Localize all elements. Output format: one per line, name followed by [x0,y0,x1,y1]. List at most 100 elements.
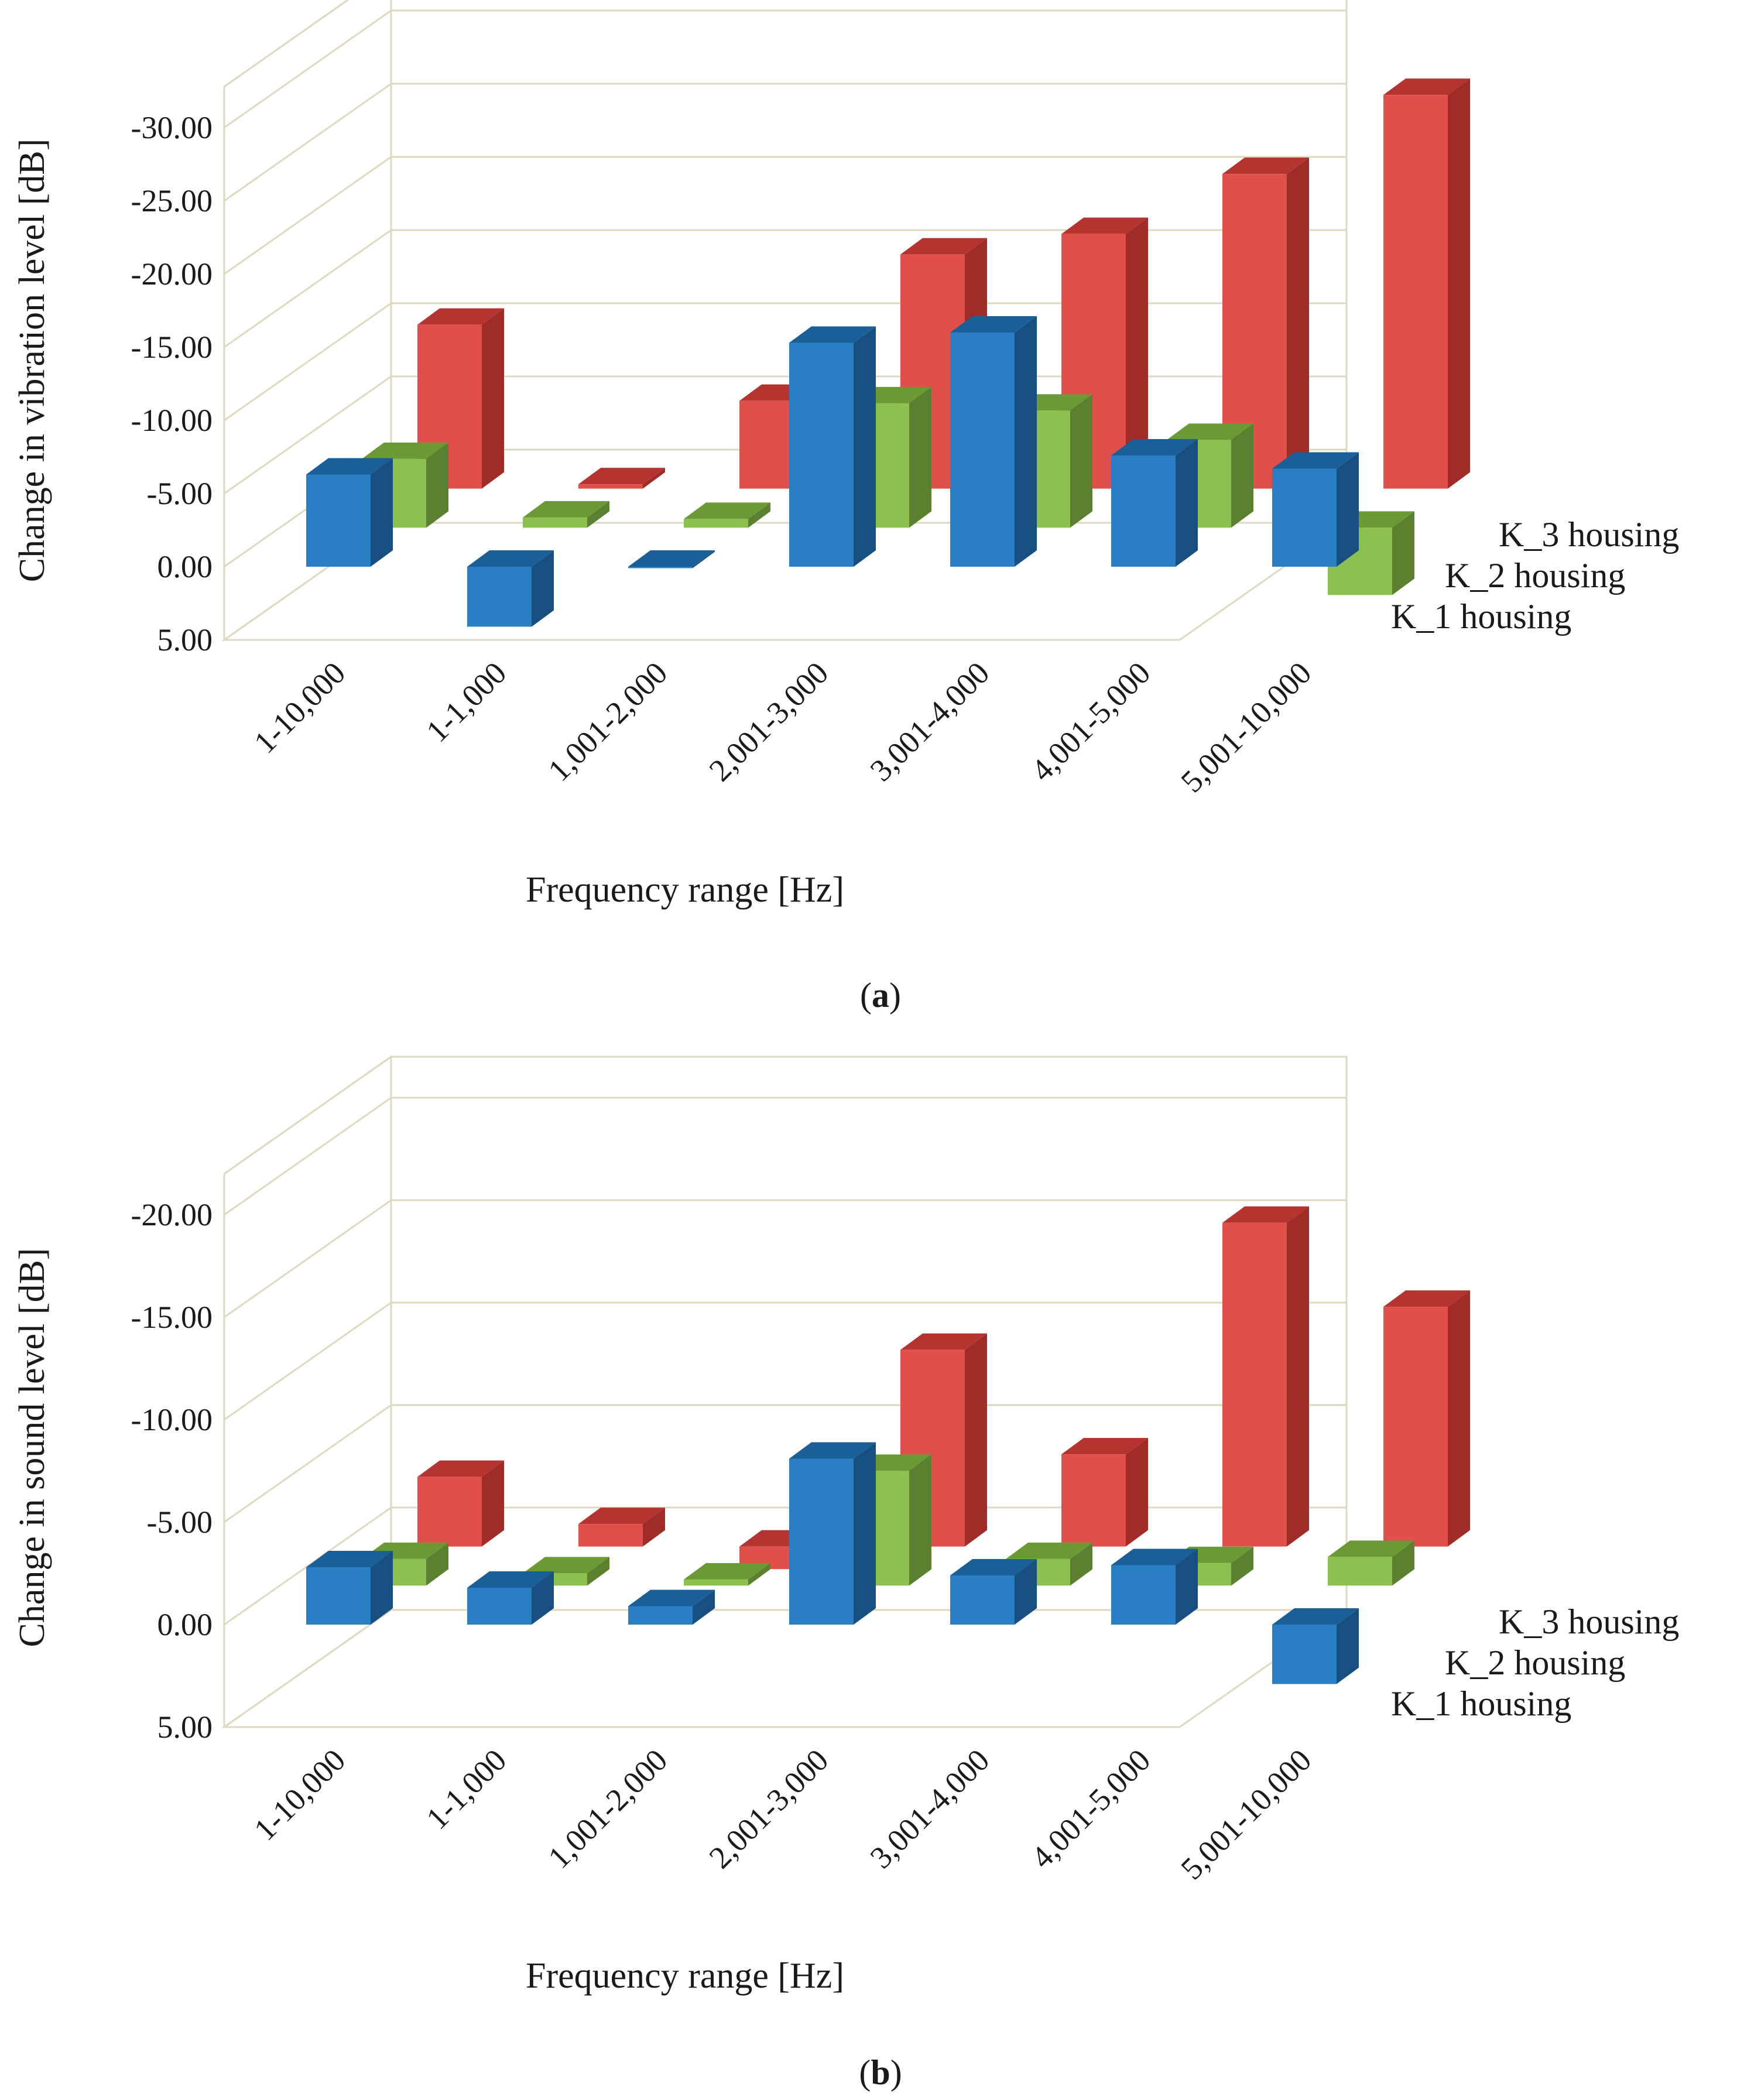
bar-side [1176,439,1198,567]
x-tick-labels: 1-10,000 1-1,000 1,001-2,000 2,001-3,000 3,0… [247,655,1318,799]
bar-side [643,468,665,489]
bar-side [965,1333,987,1547]
x-tick-label: 1-10,000 [247,655,352,760]
bar-top [306,458,393,475]
bar-front [684,519,748,528]
bar-k-3-housing-4-001-5-000 [1222,1206,1309,1547]
bar-k-3-housing-5-001-10-000 [1383,1290,1470,1547]
legend-entry-k-3-housing: K_3 housing [1499,515,1679,554]
y-tick-label: -10.00 [131,403,213,438]
y-tick-label: -15.00 [131,330,213,365]
y-tick-label: -30.00 [131,110,213,145]
bar-front [467,1588,532,1625]
y-tick-label: 0.00 [157,1607,213,1642]
gridline [224,302,1347,422]
bar-side [587,1557,609,1586]
floor [221,1609,1349,1728]
bar-top [628,1589,715,1606]
x-tick-label: 1-1,000 [419,655,513,749]
bar-front [684,1579,748,1586]
panel-label: (b) [859,2053,902,2092]
x-axis-label: Frequency range [Hz] [526,870,844,910]
bars [306,78,1470,627]
x-tick-label: 2,001-3,000 [703,1742,835,1875]
y-tick-label: 5.00 [157,622,213,657]
bar-k-3-housing-1-1-000 [578,1508,665,1547]
bar-top [417,1460,504,1477]
bar-top [950,316,1037,333]
bar-front [578,484,643,489]
bar-side [482,1460,504,1547]
y-tick-label: -5.00 [147,476,213,511]
bar-k-2-housing-1-001-2-000 [684,1563,770,1586]
bar-side [482,308,504,489]
bar-front [1222,1222,1287,1547]
bar-front [1272,1625,1337,1684]
bar-front [789,342,854,567]
bar-k-3-housing-1-1-000 [578,468,665,489]
gridline [224,0,350,88]
bar-side [1015,316,1037,567]
bar-side [587,501,609,528]
panel-label: (a) [860,976,901,1015]
y-axis-title: Change in vibration level [dB] [12,139,52,583]
bar-k-3-housing-4-001-5-000 [1222,157,1309,489]
bar-side [748,1563,770,1586]
bar-side [1070,394,1092,528]
bar-k-1-housing-1-001-2-000 [628,550,715,568]
bar-front [1111,1565,1176,1625]
bar-front [1272,468,1337,567]
bar-k-3-housing-2-001-3-000 [900,1333,987,1547]
bar-k-1-housing-4-001-5-000 [1111,1549,1198,1625]
bar-k-1-housing-1-1-000 [467,1571,554,1625]
bar-front [523,517,587,528]
bar-side [1231,423,1253,528]
bar-side [532,550,554,627]
bar-k-2-housing-1-001-2-000 [684,502,770,528]
bar-front [467,567,532,627]
bar-top [1167,423,1253,440]
bar-top [684,502,770,519]
bar-front [789,1458,854,1625]
bar-top [1272,452,1359,469]
bar-side [1337,1608,1359,1684]
bar-top [417,308,504,325]
bar-front [1111,455,1176,567]
bar-side [909,386,931,528]
bar-side [426,1542,448,1586]
bar-top [1272,1608,1359,1625]
x-axis-label: Frequency range [Hz] [526,1956,844,1996]
bar-top [306,1551,393,1567]
bar-top [1061,1438,1148,1455]
chart-panel-b: -20.00 -15.00 -10.00 -5.00 0.00 5.00 Change in… [12,1055,1679,2092]
bar-top [684,1563,770,1580]
bar-side [1015,1559,1037,1625]
x-tick-label: 1-10,000 [247,1742,352,1847]
bar-side [1448,1290,1470,1547]
y-tick-label: -15.00 [131,1300,213,1335]
y-tick-label: -20.00 [131,1197,213,1232]
bar-side [854,326,876,567]
bar-k-1-housing-2-001-3-000 [789,1442,876,1625]
bar-k-1-housing-1-10-000 [306,1551,393,1625]
gridline [224,1056,1347,1175]
bar-side [426,442,448,528]
bar-top [1383,78,1470,95]
bar-front [1383,95,1448,489]
bar-k-1-housing-3-001-4-000 [950,1559,1037,1625]
bar-k-1-housing-5-001-10-000 [1272,452,1359,567]
bar-side [748,502,770,528]
x-tick-label: 1,001-2,000 [542,655,674,788]
bar-side [371,1551,393,1625]
bar-front [417,1476,482,1547]
gridline [224,229,1347,348]
bar-front [306,474,371,567]
bar-k-2-housing-1-1-000 [523,501,609,528]
bar-top [523,501,609,518]
bar-side [1126,1438,1148,1547]
bar-top [1222,1206,1309,1223]
bar-front [950,333,1015,567]
x-tick-label: 3,001-4,000 [864,1742,996,1875]
y-axis-title: Change in sound level [dB] [12,1248,52,1647]
bar-side [371,458,393,567]
